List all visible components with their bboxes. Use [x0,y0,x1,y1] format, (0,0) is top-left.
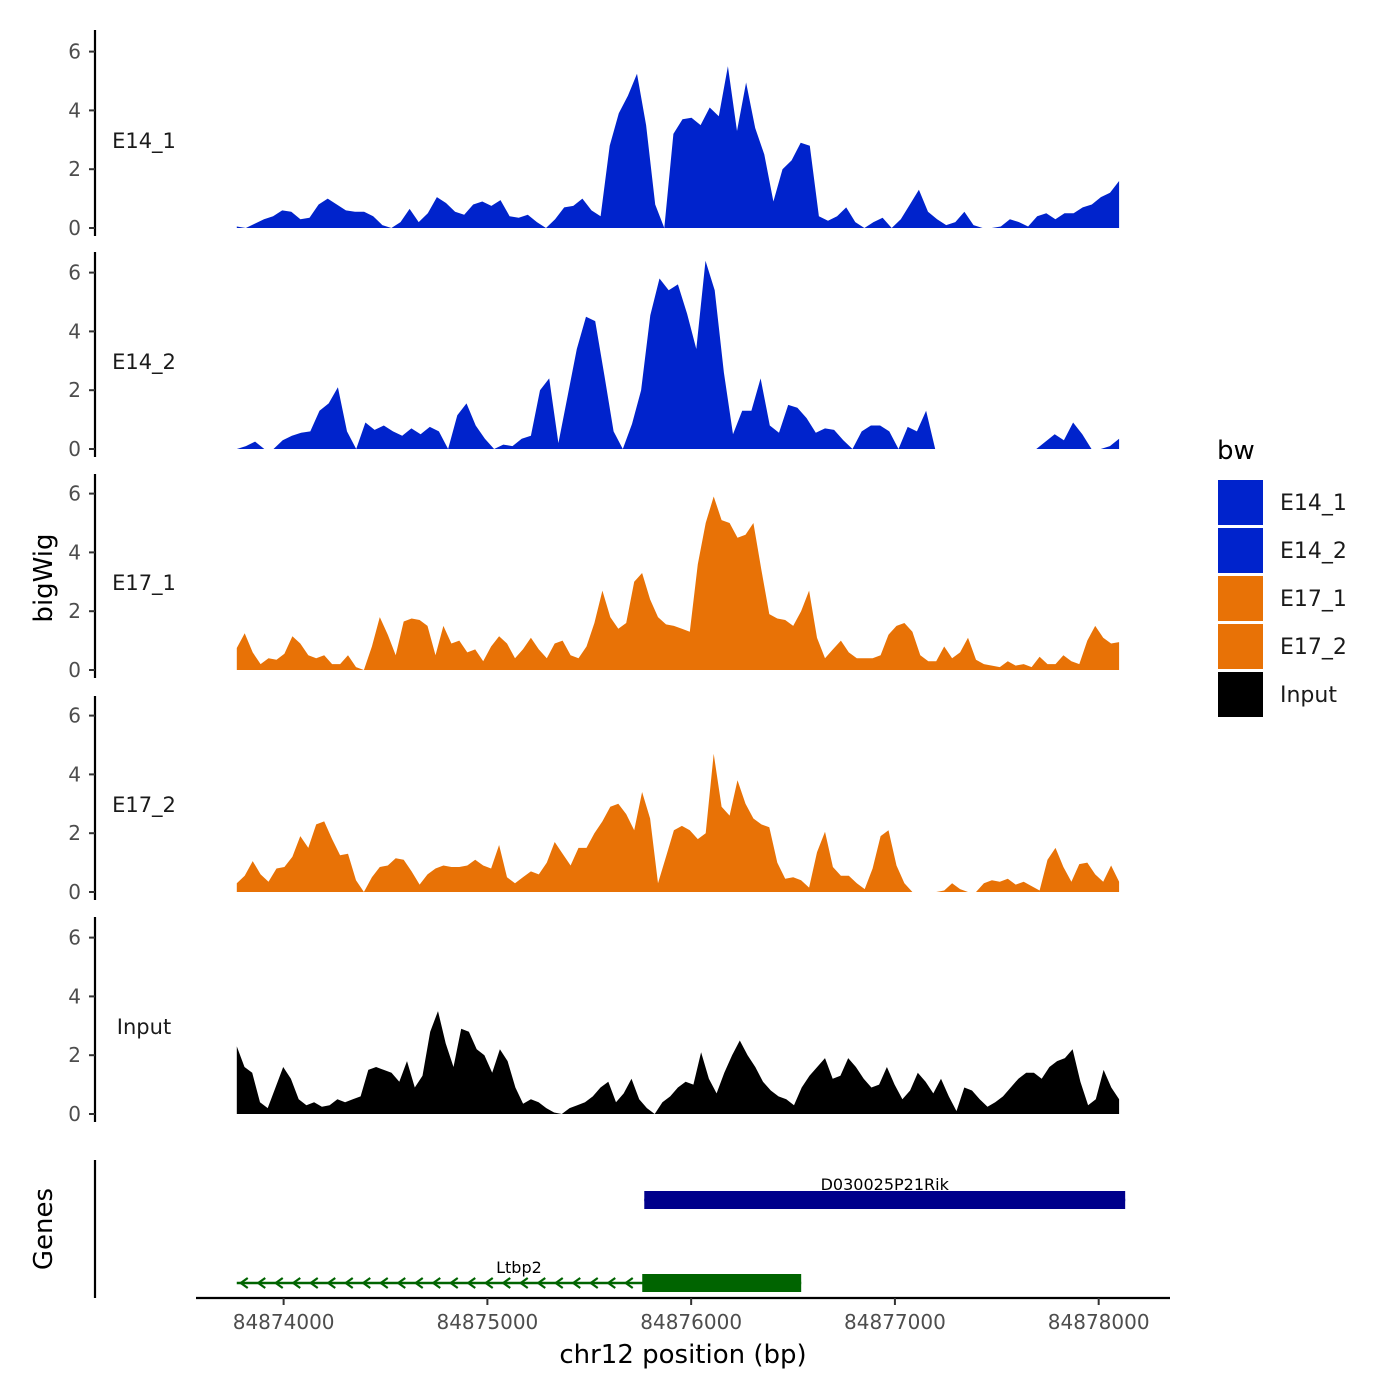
gene-label: D030025P21Rik [821,1175,950,1194]
legend-label: E14_2 [1280,539,1347,564]
y-tick-label: 2 [68,157,81,181]
y-tick-label: 2 [68,599,81,623]
strand-arrow [378,1277,389,1289]
y-tick-label: 6 [68,40,81,64]
track-label: Input [117,1015,171,1039]
coverage-area-e14-2 [236,260,1120,449]
legend-item-e17-1: E17_1 [1218,576,1347,621]
strand-arrow [361,1277,371,1289]
y-tick-label: 4 [68,98,81,122]
y-tick-label: 6 [68,704,81,728]
legend-swatch [1218,576,1263,621]
y-axis-title-group: bigWig [29,533,59,622]
track-label: E17_2 [112,793,176,818]
coverage-area-e14-1 [236,66,1120,228]
gene-track-title: Genes [29,1188,59,1270]
legend-item-e17-2: E17_2 [1218,624,1347,669]
x-tick-label: 84877000 [844,1310,946,1334]
y-tick-label: 4 [68,762,81,786]
x-axis-title: chr12 position (bp) [559,1340,806,1370]
y-tick-label: 0 [68,1102,81,1126]
y-tick-label: 4 [68,319,81,343]
legend-swatch [1218,480,1263,525]
y-tick-label: 6 [68,482,81,506]
gene-d030025p21rik: D030025P21Rik [644,1175,1126,1209]
strand-arrow [606,1277,616,1289]
legend-label: E17_1 [1280,587,1347,612]
legend-item-e14-1: E14_1 [1218,480,1347,525]
track-e17-1: 0 2 4 6 E17_1 [68,474,1120,682]
strand-arrow [588,1277,599,1289]
coverage-area-e17-1 [236,496,1120,670]
strand-arrow [501,1277,511,1289]
strand-arrow [326,1277,336,1289]
strand-arrow [343,1277,354,1289]
y-tick-label: 4 [68,984,81,1008]
x-tick-label: 84875000 [436,1310,538,1334]
coverage-area-input [236,1011,1120,1114]
strand-arrow [623,1277,634,1289]
track-e14-1: 0 2 4 6 E14_1 [68,30,1120,240]
y-axis-title: bigWig [29,533,59,622]
y-tick-label: 0 [68,216,81,240]
strand-arrow [518,1277,529,1289]
strand-arrow [413,1277,424,1289]
gene-track: Genes D030025P21Rik Ltbp2 [29,1160,1126,1298]
gene-exon [642,1274,802,1292]
track-label: E14_1 [112,129,176,154]
x-axis: 84874000 84875000 84876000 84877000 84878000 [196,1296,1170,1334]
strand-arrow [396,1277,406,1289]
y-tick-label: 0 [68,437,81,461]
strand-arrow [536,1277,546,1289]
strand-arrow [308,1277,319,1289]
legend-label: E14_1 [1280,491,1347,516]
y-tick-label: 6 [68,926,81,950]
legend-item-e14-2: E14_2 [1218,528,1347,573]
strand-arrow [483,1277,494,1289]
legend-swatch [1218,624,1263,669]
y-tick-label: 4 [68,540,81,564]
gene-ltbp2: Ltbp2 [236,1258,802,1292]
y-tick-label: 0 [68,658,81,682]
x-tick-label: 84876000 [640,1310,742,1334]
track-e14-2: 0 2 4 6 E14_2 [68,252,1120,461]
legend-label: Input [1280,683,1337,708]
strand-arrow [553,1277,564,1289]
strand-arrow [238,1277,249,1289]
legend-item-input: Input [1218,672,1337,717]
gene-exon [644,1191,1126,1209]
y-tick-label: 0 [68,880,81,904]
y-tick-label: 2 [68,378,81,402]
strand-arrow [431,1277,441,1289]
y-tick-label: 2 [68,1043,81,1067]
strand-arrow [273,1277,284,1289]
strand-arrow [466,1277,476,1289]
track-label: E14_2 [112,350,176,375]
strand-arrow [291,1277,301,1289]
track-label: E17_1 [112,571,176,596]
legend: bw E14_1 E14_2 E17_1 E17_2 Input [1217,436,1347,717]
coverage-area-e17-2 [236,753,1120,892]
x-tick-label: 84878000 [1048,1310,1150,1334]
legend-swatch [1218,528,1263,573]
legend-swatch [1218,672,1263,717]
track-e17-2: 0 2 4 6 E17_2 [68,696,1120,904]
x-tick-label: 84874000 [233,1310,335,1334]
strand-arrow [256,1277,266,1289]
strand-arrow [448,1277,459,1289]
y-tick-label: 2 [68,821,81,845]
track-input: 0 2 4 6 Input [68,917,1120,1126]
coverage-tracks: 0 2 4 6 E14_1 0 2 4 6 E14_2 0 2 4 6 E17_1 0 2 4 6 E17_2 0 2 4 6… [68,30,1120,1126]
gene-label: Ltbp2 [496,1258,542,1277]
legend-label: E17_2 [1280,635,1347,660]
strand-arrow [571,1277,581,1289]
y-tick-label: 6 [68,261,81,285]
legend-title: bw [1217,436,1255,466]
